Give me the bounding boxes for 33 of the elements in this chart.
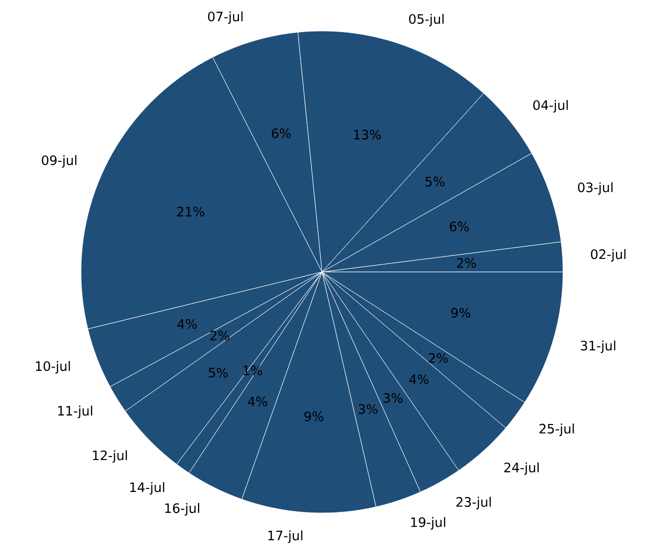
data-label: 6% — [272, 128, 291, 138]
data-label: 4% — [409, 374, 429, 384]
data-label: 4% — [248, 396, 268, 406]
slice-label: 03-jul — [578, 182, 612, 195]
data-label: 2% — [428, 353, 448, 363]
slice-label: 04-jul — [533, 100, 568, 112]
slice-label: 23-jul — [456, 496, 491, 510]
slice-label: 02-jul — [590, 249, 626, 262]
slice-label: 14-jul — [130, 482, 164, 495]
slice-label: 07-jul — [208, 11, 243, 24]
data-label: 9% — [451, 308, 470, 318]
data-label: 3% — [358, 404, 378, 414]
data-label: 21% — [177, 206, 204, 217]
slice-label: 25-jul — [539, 424, 574, 436]
data-label: 5% — [208, 368, 228, 378]
data-label: 6% — [450, 222, 469, 232]
data-label: 9% — [304, 411, 324, 422]
slice-label: 09-jul — [42, 155, 76, 168]
data-label: 3% — [384, 393, 402, 403]
slice-label: 16-jul — [165, 503, 200, 516]
data-label: 2% — [457, 258, 476, 268]
data-label: 4% — [177, 319, 197, 329]
slice-label: 12-jul — [92, 450, 127, 463]
slice-label: 31-jul — [580, 340, 616, 354]
data-label: 13% — [354, 130, 381, 140]
slice-label: 11-jul — [58, 406, 92, 418]
slice-label: 17-jul — [268, 530, 302, 543]
data-label: 5% — [426, 176, 444, 186]
slice-label: 19-jul — [411, 517, 446, 530]
slice-label: 10-jul — [36, 360, 70, 374]
slice-label: 24-jul — [504, 462, 539, 475]
slice-label: 05-jul — [409, 14, 444, 26]
data-label: 2% — [210, 330, 230, 340]
